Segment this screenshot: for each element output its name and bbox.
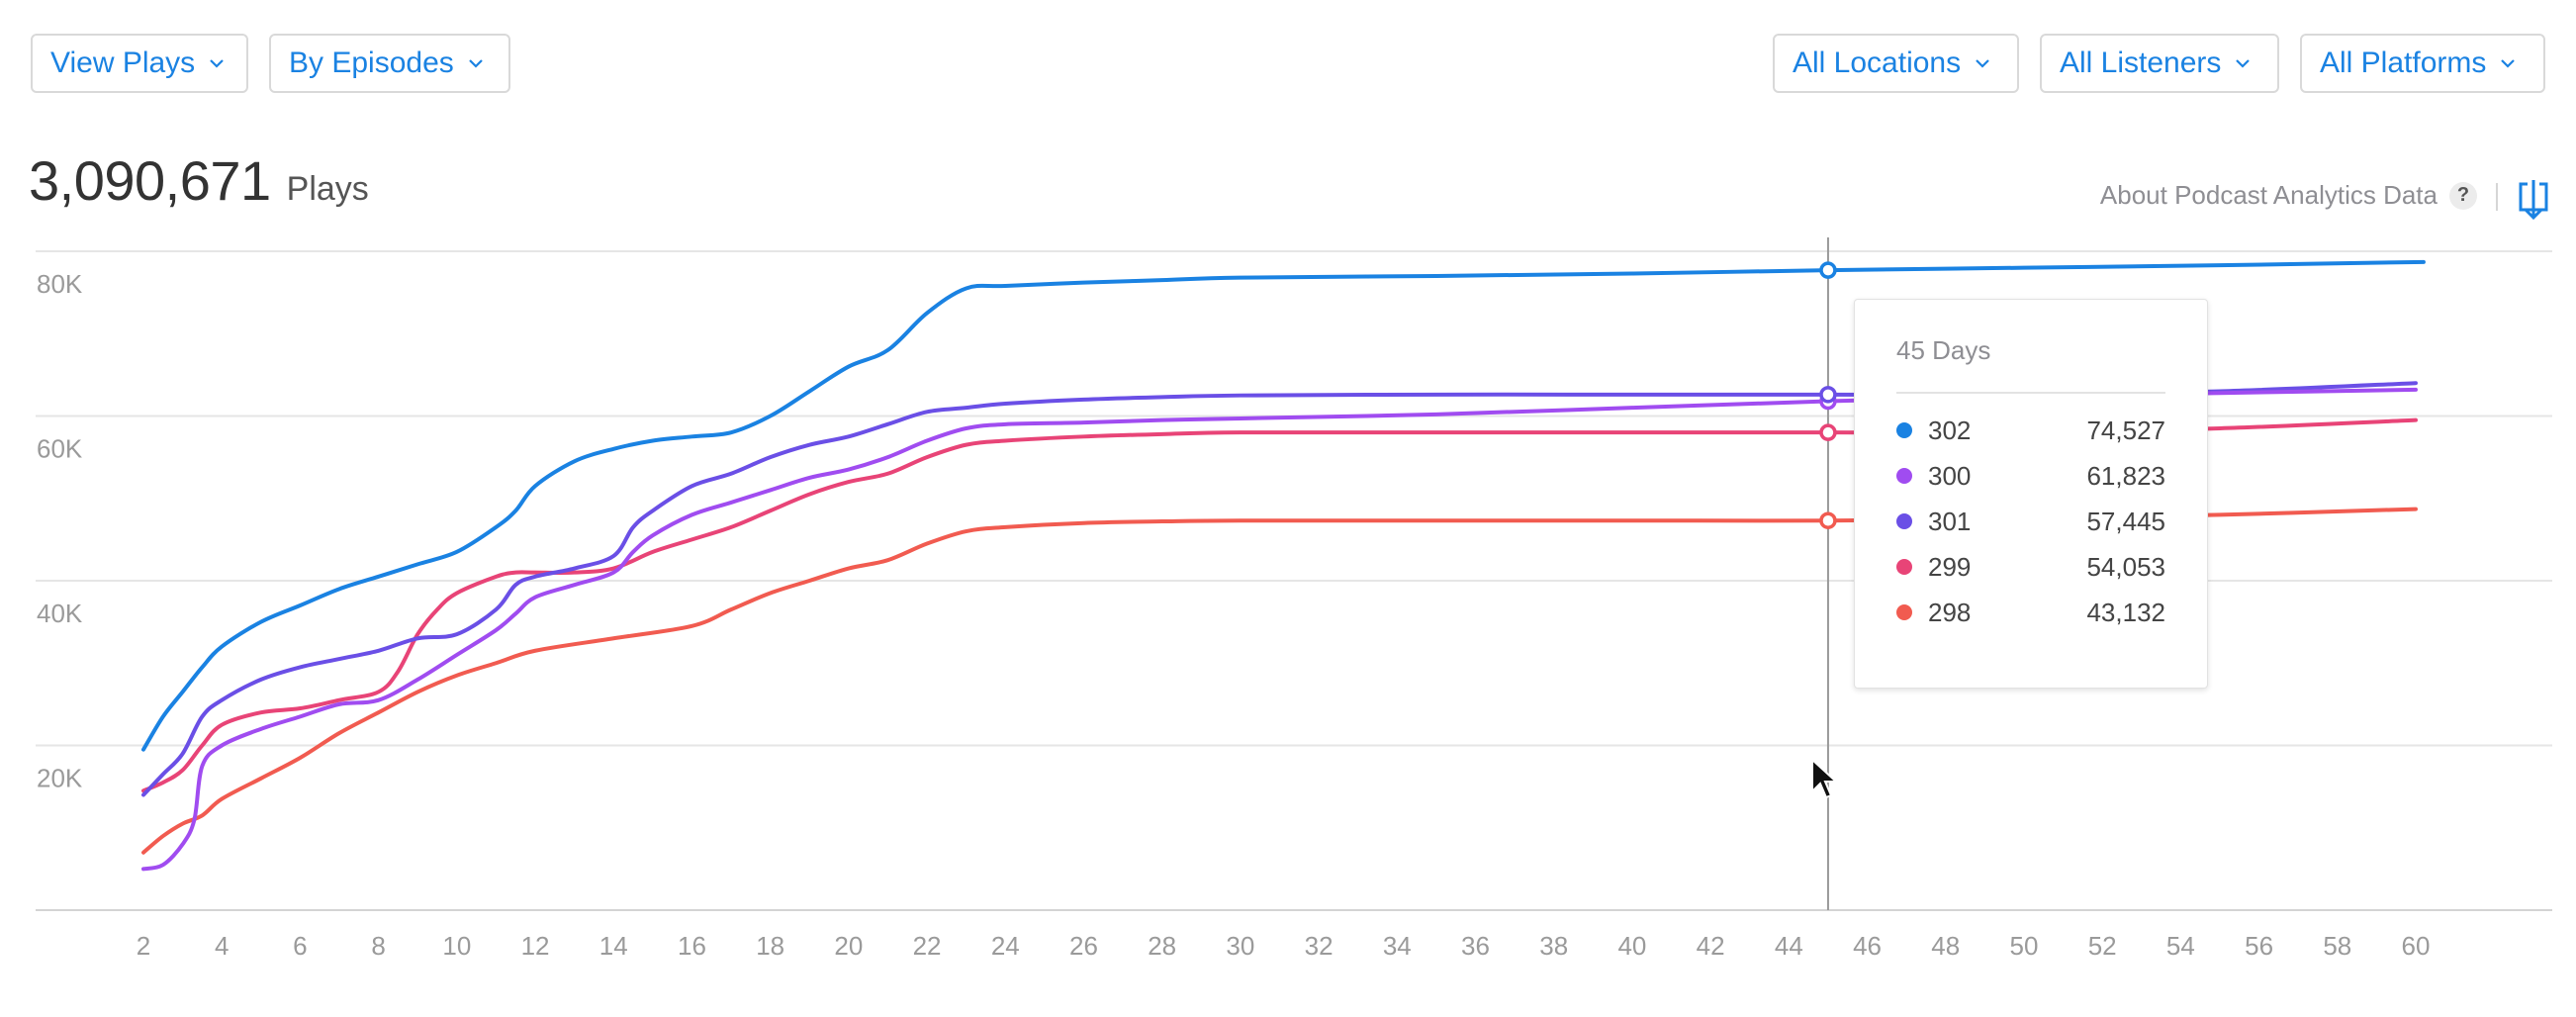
- x-tick-label: 6: [293, 931, 307, 961]
- tooltip-episode: 300: [1928, 460, 1972, 491]
- about-analytics-link[interactable]: About Podcast Analytics Data ?: [2100, 180, 2477, 211]
- chevron-down-icon: [209, 58, 225, 68]
- x-tick-label: 40: [1617, 931, 1646, 961]
- tooltip-rows: 302 74,527 300 61,823 301 57,445 299 54,053 298 4…: [1896, 408, 2165, 635]
- divider: [2496, 183, 2498, 211]
- series-line-299: [141, 417, 2418, 793]
- locations-label: All Locations: [1793, 46, 1962, 79]
- about-analytics-label: About Podcast Analytics Data: [2099, 180, 2438, 210]
- total-plays: 3,090,671 Plays: [29, 148, 369, 213]
- locations-dropdown[interactable]: All Locations: [1773, 34, 2019, 93]
- x-tick-label: 46: [1853, 931, 1882, 961]
- tooltip-row: 302 74,527: [1896, 408, 2165, 453]
- x-tick-label: 26: [1069, 931, 1098, 961]
- series-line-300: [141, 387, 2418, 872]
- view-plays-label: View Plays: [50, 46, 196, 79]
- x-tick-label: 30: [1226, 931, 1254, 961]
- tooltip-episode: 301: [1928, 506, 1972, 536]
- chevron-down-icon: [1975, 58, 1990, 68]
- tooltip-value: 74,527: [2086, 415, 2165, 445]
- x-tick-label: 34: [1383, 931, 1412, 961]
- x-tick-label: 32: [1305, 931, 1334, 961]
- x-tick-label: 36: [1461, 931, 1490, 961]
- series-dot: [1896, 422, 1912, 438]
- x-tick-label: 22: [913, 931, 942, 961]
- tooltip-episode: 298: [1928, 597, 1972, 627]
- chevron-down-icon: [468, 58, 484, 68]
- x-tick-label: 52: [2088, 931, 2117, 961]
- chevron-down-icon: [2500, 58, 2516, 68]
- x-tick-label: 56: [2245, 931, 2273, 961]
- x-tick-label: 58: [2323, 931, 2351, 961]
- hover-tooltip: 45 Days 302 74,527 300 61,823 301 57,445 299 54…: [1854, 299, 2208, 689]
- x-tick-label: 16: [678, 931, 706, 961]
- platforms-dropdown[interactable]: All Platforms: [2300, 34, 2545, 93]
- tooltip-row: 298 43,132: [1896, 590, 2165, 635]
- download-icon[interactable]: [2517, 178, 2550, 222]
- help-icon[interactable]: ?: [2449, 181, 2477, 210]
- group-by-dropdown[interactable]: By Episodes: [269, 34, 510, 93]
- listeners-dropdown[interactable]: All Listeners: [2040, 34, 2279, 93]
- tooltip-episode: 299: [1928, 551, 1972, 582]
- hover-marker-298: [1819, 511, 1837, 529]
- y-tick-label: 40K: [37, 599, 83, 628]
- tooltip-value: 57,445: [2086, 506, 2165, 536]
- x-tick-label: 12: [521, 931, 550, 961]
- x-tick-label: 38: [1539, 931, 1568, 961]
- x-tick-label: 10: [442, 931, 471, 961]
- total-plays-value: 3,090,671: [29, 149, 271, 212]
- series-line-302: [141, 259, 2426, 752]
- x-tick-label: 20: [834, 931, 863, 961]
- hover-marker-301: [1819, 386, 1837, 404]
- tooltip-episode: 302: [1928, 415, 1972, 445]
- x-tick-label: 42: [1697, 931, 1725, 961]
- series-dot: [1896, 468, 1912, 484]
- x-tick-label: 18: [756, 931, 784, 961]
- tooltip-row: 300 61,823: [1896, 453, 2165, 499]
- x-tick-label: 4: [215, 931, 229, 961]
- y-tick-label: 20K: [37, 764, 83, 793]
- x-tick-label: 50: [2010, 931, 2039, 961]
- x-tick-label: 54: [2166, 931, 2195, 961]
- x-tick-label: 8: [371, 931, 385, 961]
- hover-marker-302: [1819, 261, 1837, 279]
- series-line-301: [141, 381, 2418, 797]
- view-plays-dropdown[interactable]: View Plays: [31, 34, 248, 93]
- x-tick-label: 44: [1775, 931, 1803, 961]
- y-tick-label: 80K: [37, 269, 83, 299]
- hover-marker-299: [1819, 423, 1837, 441]
- y-tick-label: 60K: [37, 434, 83, 464]
- x-tick-label: 2: [137, 931, 150, 961]
- tooltip-value: 61,823: [2086, 460, 2165, 491]
- x-tick-label: 48: [1931, 931, 1960, 961]
- total-plays-unit: Plays: [286, 170, 369, 208]
- tooltip-row: 299 54,053: [1896, 544, 2165, 590]
- tooltip-value: 43,132: [2086, 597, 2165, 627]
- platforms-label: All Platforms: [2320, 46, 2487, 79]
- x-tick-label: 60: [2402, 931, 2431, 961]
- series-dot: [1896, 559, 1912, 575]
- chevron-down-icon: [2235, 58, 2251, 68]
- x-tick-label: 14: [599, 931, 628, 961]
- series-dot: [1896, 604, 1912, 620]
- tooltip-title: 45 Days: [1896, 335, 2165, 394]
- listeners-label: All Listeners: [2060, 46, 2222, 79]
- group-by-label: By Episodes: [289, 46, 454, 79]
- series-line-298: [141, 507, 2418, 855]
- x-tick-label: 28: [1148, 931, 1176, 961]
- x-tick-label: 24: [991, 931, 1020, 961]
- series-dot: [1896, 513, 1912, 529]
- tooltip-value: 54,053: [2086, 551, 2165, 582]
- mouse-pointer-icon: [1811, 758, 1839, 799]
- tooltip-row: 301 57,445: [1896, 499, 2165, 544]
